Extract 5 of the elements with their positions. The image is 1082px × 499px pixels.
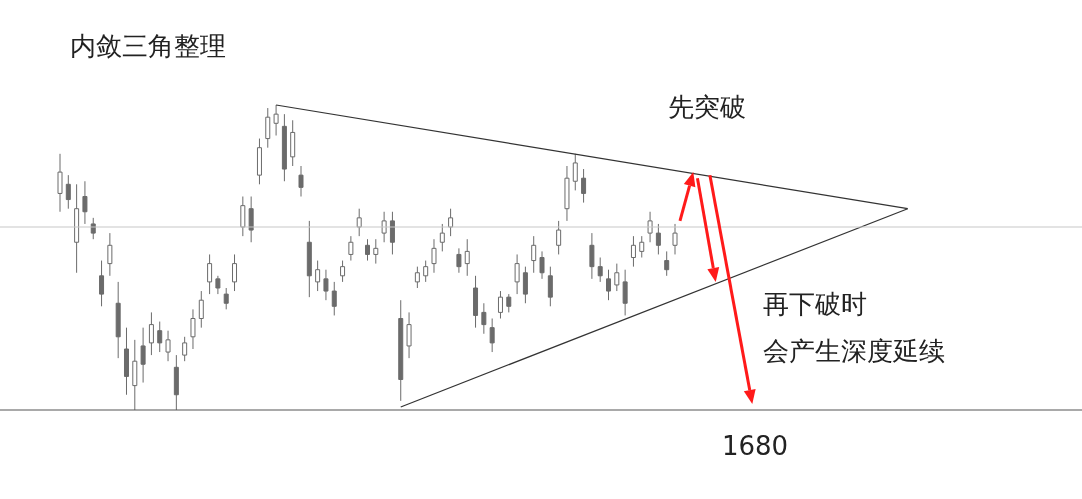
annotation: 会产生深度延续 (763, 336, 945, 366)
text: 1680 (721, 431, 789, 461)
annotation: 先突破 (668, 92, 746, 122)
chart-title: 内敛三角整理 (70, 31, 226, 61)
annotation: 再下破时 (763, 289, 867, 319)
